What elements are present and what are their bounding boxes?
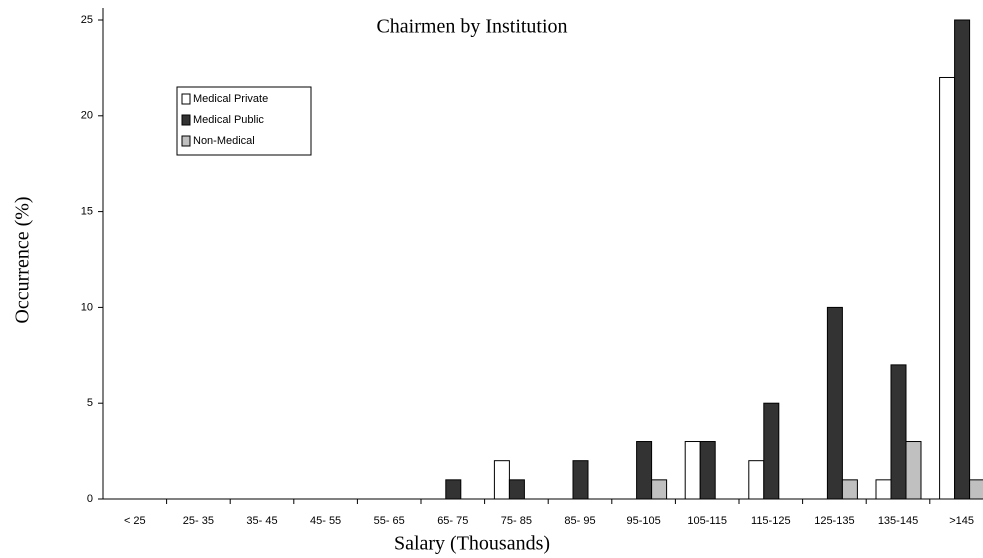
x-tick-label: 95-105: [626, 515, 660, 527]
y-tick-label: 0: [87, 493, 93, 505]
legend-label: Non-Medical: [193, 135, 255, 147]
x-tick-label: 45- 55: [310, 515, 341, 527]
legend-swatch: [181, 114, 191, 126]
x-axis-label: Salary (Thousands): [394, 533, 550, 555]
x-tick-label: >145: [949, 515, 974, 527]
bar: [699, 441, 716, 500]
bar: [969, 479, 983, 500]
legend-swatch: [181, 93, 191, 105]
x-tick-label: 35- 45: [246, 515, 277, 527]
x-tick-label: 125-135: [814, 515, 854, 527]
y-axis-label: Occurrence (%): [12, 196, 34, 323]
x-tick-label: 115-125: [751, 515, 791, 527]
x-tick-label: 135-145: [878, 515, 918, 527]
y-tick-label: 10: [81, 301, 93, 313]
bar: [826, 306, 843, 500]
legend-label: Medical Private: [193, 93, 268, 105]
bar: [954, 19, 971, 500]
bar: [508, 479, 525, 500]
bar: [445, 479, 462, 500]
x-tick-label: 75- 85: [501, 515, 532, 527]
bar: [651, 479, 668, 500]
bar: [875, 479, 892, 500]
y-tick-label: 25: [81, 14, 93, 26]
x-tick-label: 55- 65: [374, 515, 405, 527]
legend-label: Medical Public: [193, 114, 264, 126]
bar: [905, 441, 922, 500]
x-tick-label: 105-115: [687, 515, 727, 527]
bar: [684, 441, 701, 500]
bar: [748, 460, 765, 500]
y-tick-label: 5: [87, 397, 93, 409]
y-tick-label: 20: [81, 110, 93, 122]
legend-swatch: [181, 135, 191, 147]
bar: [939, 76, 956, 500]
y-tick-label: 15: [81, 206, 93, 218]
chart-title: Chairmen by Institution: [376, 16, 567, 38]
x-tick-label: < 25: [124, 515, 146, 527]
legend-box: [176, 86, 312, 156]
x-tick-label: 25- 35: [183, 515, 214, 527]
x-tick-label: 85- 95: [564, 515, 595, 527]
bar: [841, 479, 858, 500]
bar: [890, 364, 907, 500]
x-tick-label: 65- 75: [437, 515, 468, 527]
bar: [636, 441, 653, 500]
bar: [572, 460, 589, 500]
bar: [493, 460, 510, 500]
bar: [763, 402, 780, 500]
